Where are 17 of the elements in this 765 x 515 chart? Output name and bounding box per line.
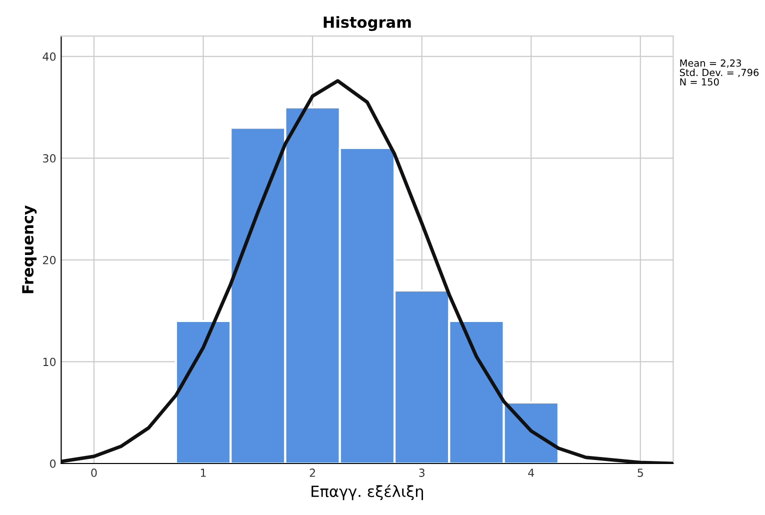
x-tick-label: 0 [91,468,97,477]
text: Mean = 2,23 [680,59,742,68]
y-tick-label: 30 [43,154,56,163]
x-tick-label: 1 [200,468,206,477]
y-tick-label: 0 [50,459,56,468]
x-tick-label: 3 [419,468,424,477]
chart-title: Histogram [324,16,411,32]
y-tick-label: 10 [43,358,56,366]
y-axis-title: Frequency [22,205,37,294]
text: N = 150 [680,78,719,86]
x-tick-label: 4 [528,468,534,477]
x-tick-label: 5 [638,468,643,477]
y-tick-label: 20 [43,256,56,264]
x-axis-title: Επαγγ. εξέλιξη [312,484,423,500]
text: Std. Dev. = ,796 [680,68,759,78]
x-tick-label: 2 [310,468,315,477]
y-tick-label: 40 [42,52,56,61]
